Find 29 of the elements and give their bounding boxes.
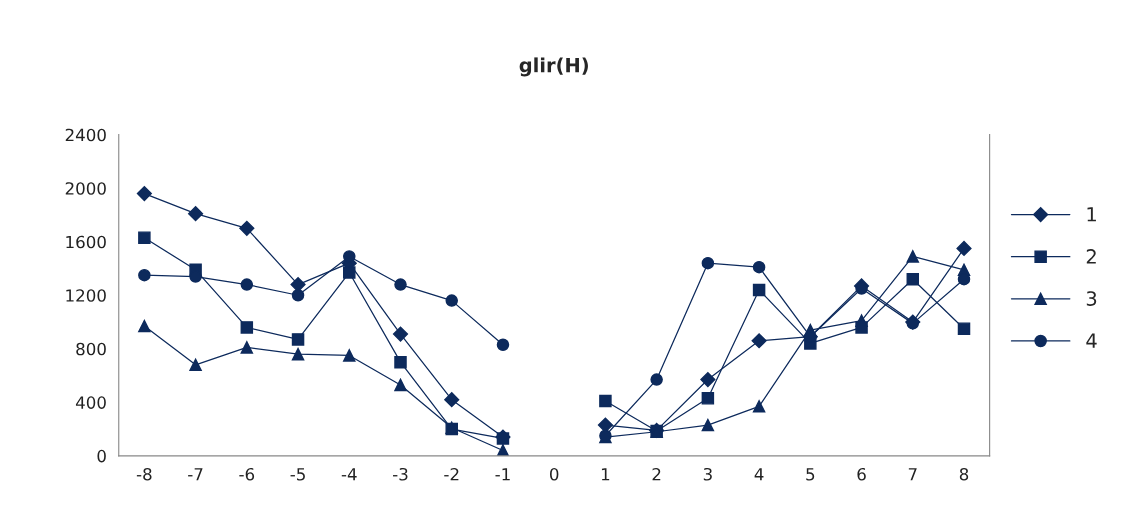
y-tick-label: 2400 [65,128,106,142]
x-tick-label: -2 [444,467,459,481]
x-tick-label: -5 [290,468,305,481]
y-tick-label: 0 [97,449,106,463]
legend-label: 1 [1087,207,1096,222]
x-tick-label: -1 [495,468,510,481]
x-tick-label: 1 [601,468,610,481]
x-tick-label: 0 [549,467,559,481]
x-tick-label: 2 [652,467,661,481]
chart-title: glir(H) [519,57,588,77]
x-tick-label: 8 [959,467,969,481]
x-tick-label: -6 [239,467,255,481]
x-tick-label: -3 [393,467,408,481]
y-tick-label: 400 [75,396,106,409]
x-tick-label: -7 [188,468,203,481]
y-tick-label: 1600 [66,235,106,249]
y-tick-label: 1200 [66,289,106,302]
x-tick-label: 3 [703,467,712,481]
x-tick-label: 7 [908,468,917,481]
x-tick-label: 5 [806,468,815,481]
legend-label: 3 [1086,291,1097,306]
x-tick-label: 4 [754,468,764,481]
legend-label: 4 [1086,333,1097,348]
legend-label: 2 [1086,249,1096,264]
y-tick-label: 800 [76,342,106,356]
y-tick-label: 2000 [65,182,106,195]
x-tick-label: 6 [857,467,866,481]
x-tick-label: -4 [341,468,357,481]
x-tick-label: -8 [136,467,152,481]
